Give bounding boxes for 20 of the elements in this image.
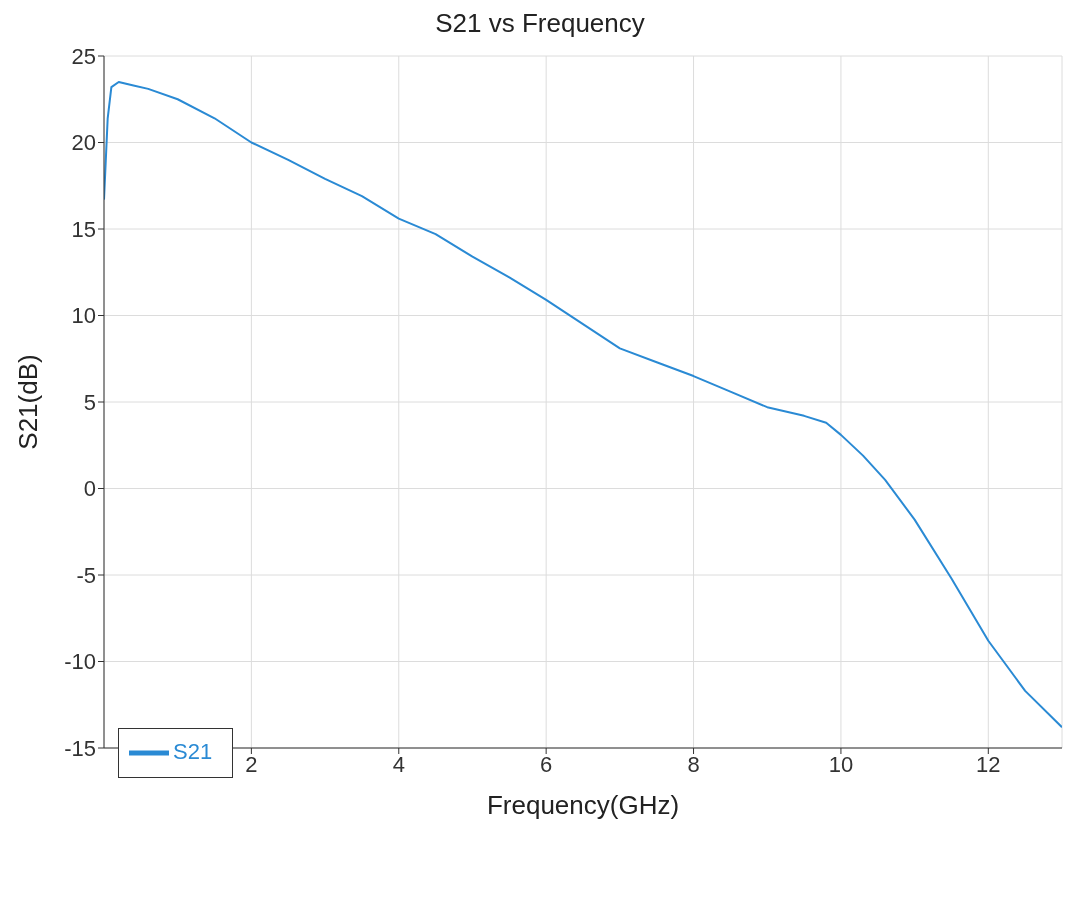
x-tick-label: 2	[245, 751, 258, 777]
x-tick-label: 4	[392, 751, 405, 777]
x-tick-label: 12	[976, 751, 1001, 777]
legend-label: S21	[173, 738, 213, 764]
y-tick-label: -10	[64, 649, 96, 675]
y-tick-label: 20	[71, 130, 96, 156]
x-tick-label: 6	[540, 751, 553, 777]
y-tick-label: 25	[71, 43, 96, 69]
x-tick-label: 10	[828, 751, 854, 777]
y-tick-label: 15	[71, 216, 96, 242]
y-tick-label: 0	[83, 476, 96, 502]
chart-title: S21 vs Frequency	[434, 8, 646, 38]
y-tick-label: -5	[76, 562, 96, 588]
x-axis-title: Frequency(GHz)	[486, 790, 680, 820]
y-tick-label: -15	[64, 735, 96, 761]
line-series	[104, 80, 1062, 729]
x-tick-label: 8	[687, 751, 700, 777]
y-tick-label: 10	[71, 303, 96, 329]
y-axis-title: S21(dB)	[13, 354, 44, 450]
y-tick-label: 5	[83, 389, 96, 415]
